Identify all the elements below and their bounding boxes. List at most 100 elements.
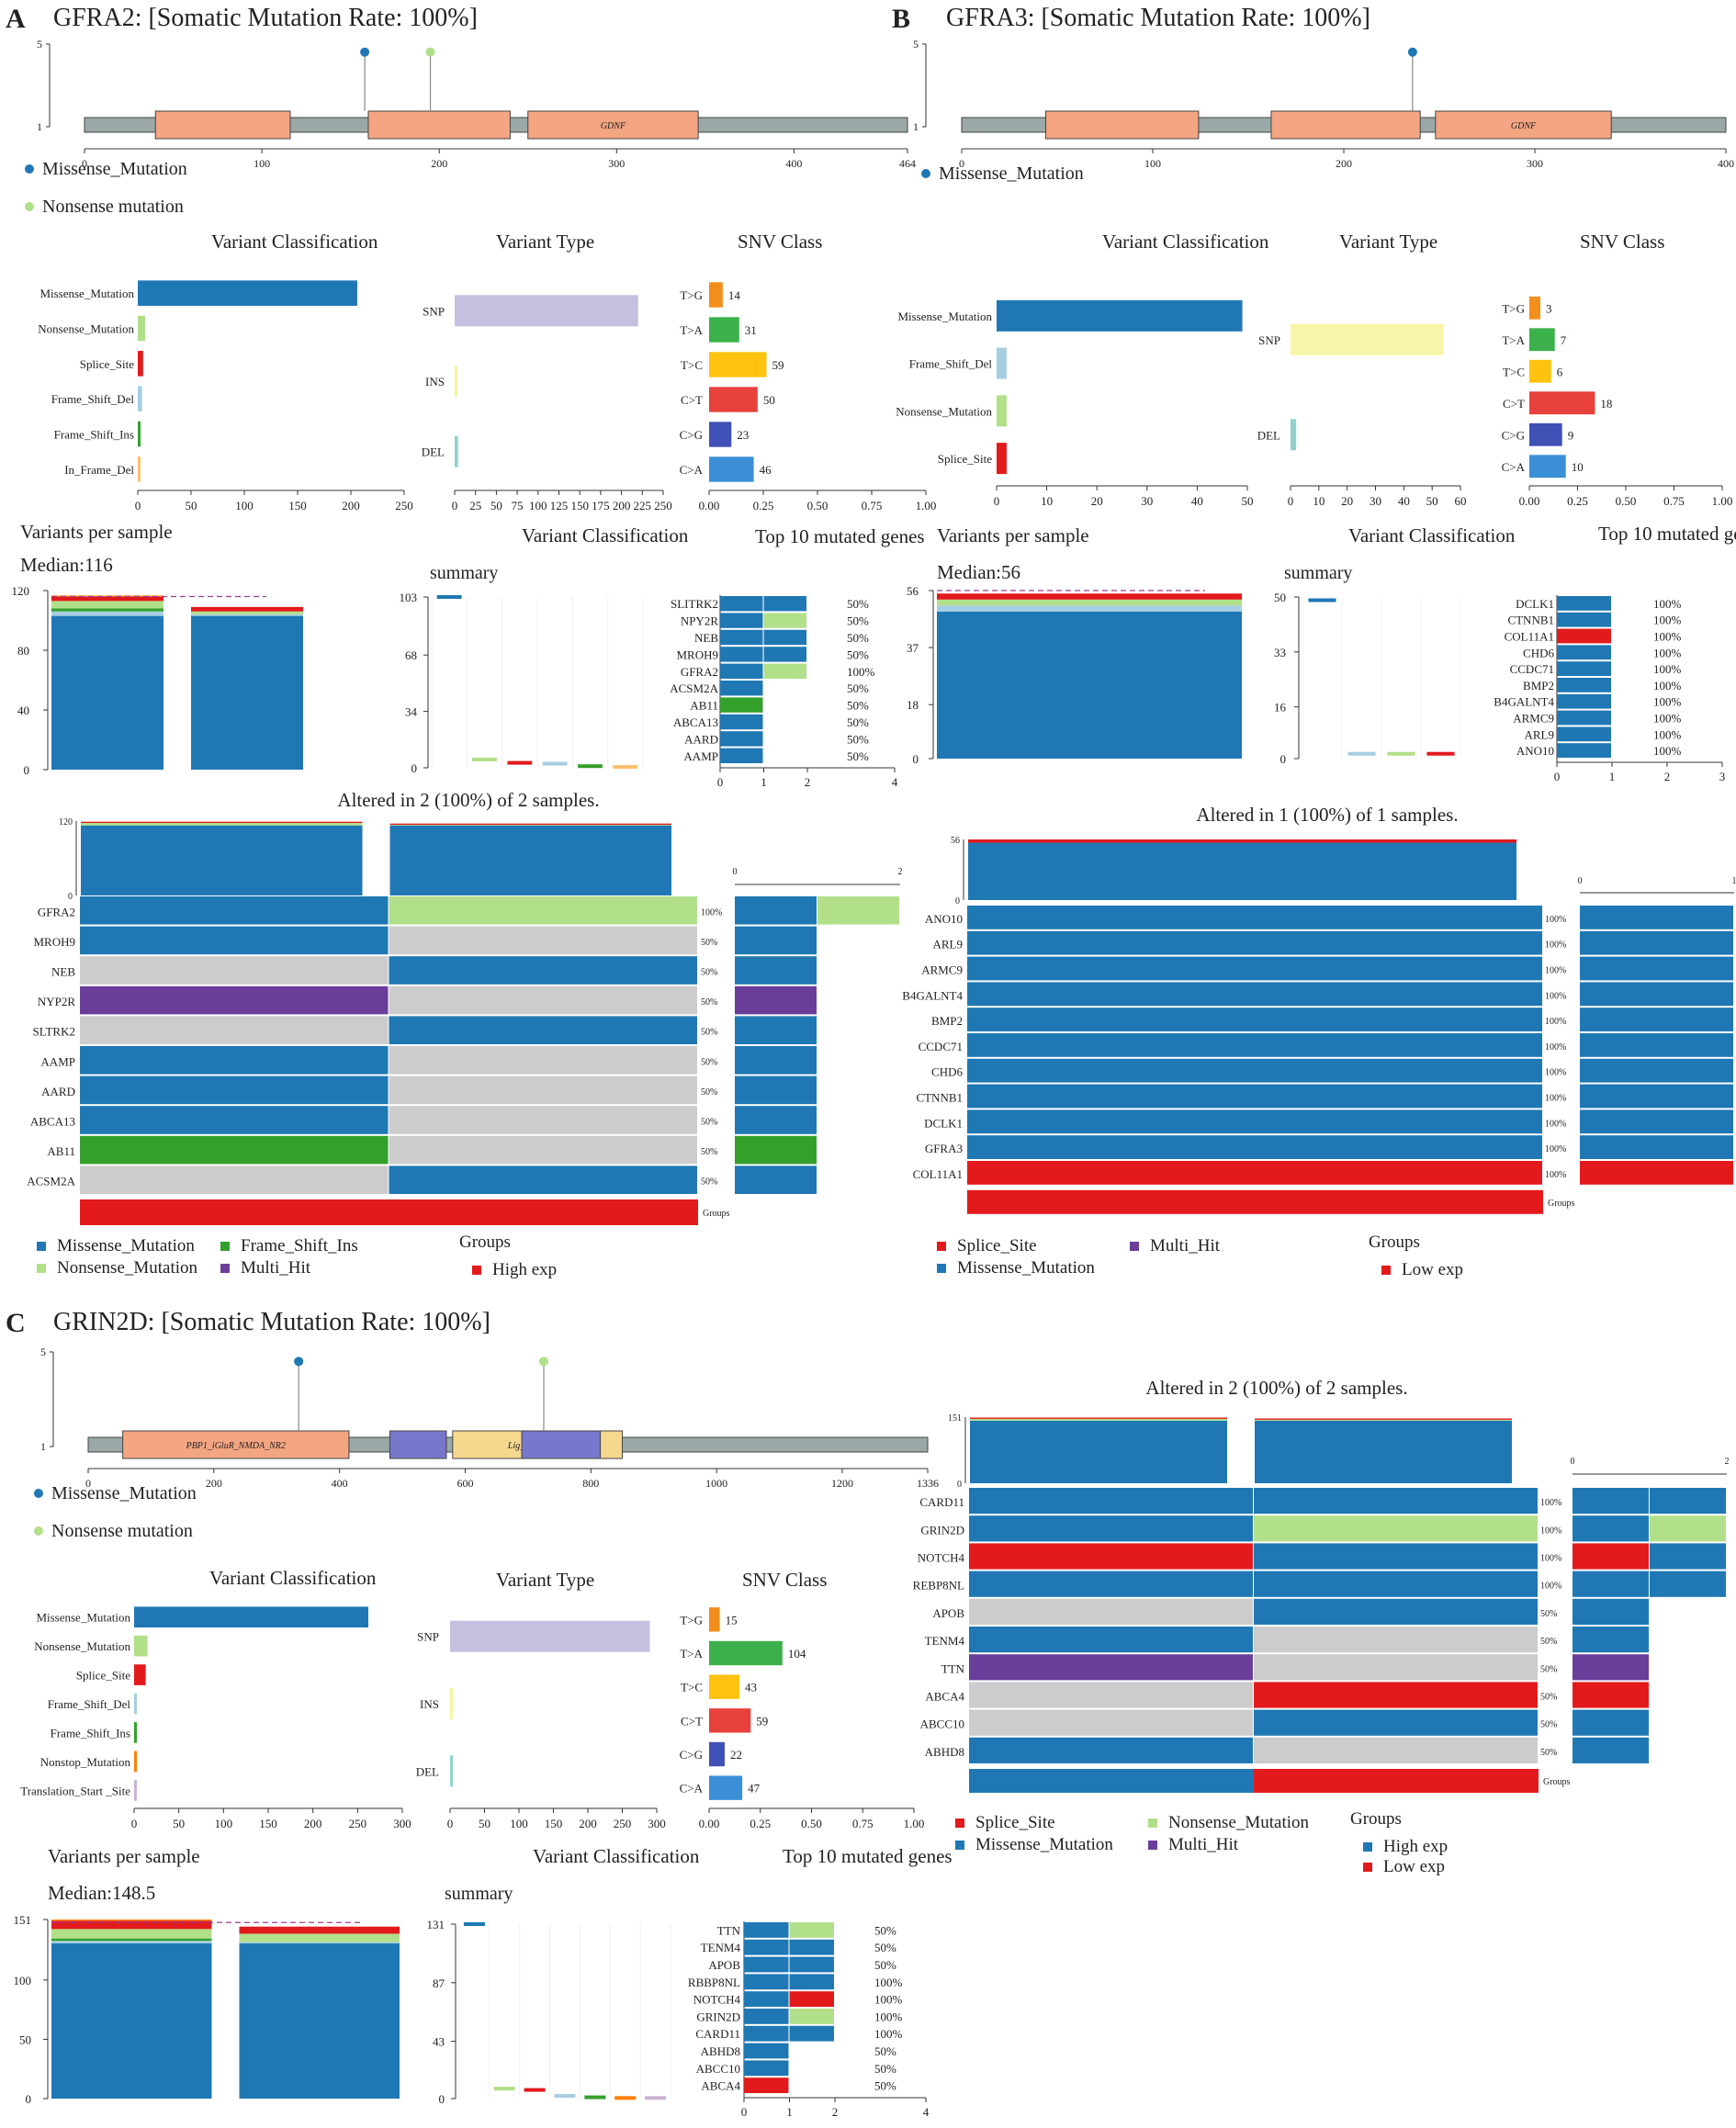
legend-groups-title: Groups — [1369, 1233, 1420, 1252]
oncoplot-pct-label: 50% — [701, 1028, 717, 1038]
data-label: 104 — [788, 1647, 806, 1661]
x-tick-label: 30 — [1141, 494, 1153, 508]
top10-bar-segment — [1557, 678, 1611, 692]
top10-pct-label: 50% — [847, 715, 869, 729]
oncoplot-gene-label: CARD11 — [919, 1495, 964, 1509]
vc-bar — [138, 386, 142, 411]
x-tick-label: 150 — [259, 1817, 277, 1830]
snv-bar — [709, 1708, 751, 1733]
oncoplot-cell — [80, 1106, 389, 1134]
legend-swatch — [37, 1242, 46, 1251]
legend-label: Splice_Site — [975, 1813, 1055, 1832]
vt-title: Variant Type — [1339, 231, 1437, 253]
side-tick-label: 1 — [1732, 876, 1736, 886]
top10-pct-label: 50% — [847, 749, 869, 763]
vc-bar — [138, 280, 357, 306]
vc-category-label: Frame_Shift_Del — [51, 392, 135, 406]
box-median — [463, 1922, 485, 1926]
legend-swatch — [37, 1264, 46, 1273]
top10-bar-segment — [720, 681, 763, 696]
oncoplot-gene-label: MROH9 — [33, 935, 75, 949]
vt-bar — [450, 1755, 453, 1787]
side-bar-segment — [1573, 1654, 1649, 1681]
x-tick-label: 20 — [1091, 494, 1103, 508]
legend-swatch — [1148, 1841, 1157, 1850]
oncoplot-cell — [969, 1598, 1253, 1625]
x-tick-label: 0 — [994, 494, 1000, 508]
oncoplot-pct-label: 100% — [1545, 1119, 1566, 1129]
top10-bar-segment — [720, 596, 763, 612]
vc-bar — [997, 443, 1007, 475]
legend-label: High exp — [492, 1260, 557, 1279]
x-tick-label: 250 — [349, 1817, 367, 1830]
data-label: 3 — [1546, 301, 1552, 315]
legend-label: Missense_Mutation — [975, 1835, 1113, 1854]
top10-gene-label: RBBP8NL — [688, 1976, 740, 1989]
x-tick-label: 300 — [608, 157, 625, 170]
x-tick-label: 250 — [395, 499, 413, 512]
tmb-zero-label: 0 — [68, 892, 73, 902]
snv-category-label: C>G — [680, 1748, 703, 1762]
oncoplot-pct-label: 100% — [1545, 1170, 1566, 1180]
vps-bar-segment — [191, 615, 303, 770]
snv-bar — [709, 317, 739, 343]
oncoplot-pct-label: 100% — [1545, 1144, 1566, 1154]
top10-pct-label: 100% — [1653, 695, 1682, 709]
top10-bar-segment — [1557, 596, 1611, 611]
domain-label: PBP1_iGluR_NMDA_NR2 — [186, 1441, 286, 1451]
oncoplot-pct-label: 100% — [701, 907, 722, 918]
oncoplot-cell — [967, 1084, 1542, 1109]
data-label: 43 — [745, 1681, 757, 1695]
box-median — [554, 2094, 576, 2099]
x-tick-label: 50 — [1426, 494, 1438, 508]
x-tick-label: 1.00 — [1712, 494, 1733, 508]
vc-category-label: Frame_Shift_Del — [909, 357, 993, 371]
x-tick-label: 0.00 — [1519, 494, 1540, 508]
top10-pct-label: 100% — [874, 1976, 903, 1989]
vc-category-label: Nonstop_Mutation — [40, 1755, 131, 1769]
oncoplot-pct-label: 100% — [1545, 966, 1566, 976]
snv-bar — [1529, 296, 1540, 320]
vc-bar — [134, 1751, 137, 1773]
vps-bar-segment — [937, 593, 1242, 600]
group-annotation — [389, 1199, 698, 1225]
oncoplot-cell — [1254, 1682, 1538, 1708]
vt-bar — [1291, 323, 1444, 355]
oncoplot-pct-label: 100% — [1545, 1094, 1566, 1104]
tmb-bar-segment — [81, 821, 363, 824]
snv-bar — [709, 1775, 743, 1800]
x-tick-label: 1200 — [831, 1477, 853, 1490]
vc-category-label: Frame_Shift_Ins — [51, 1726, 130, 1740]
top10-bar-segment — [789, 1922, 834, 1938]
data-label: 6 — [1557, 365, 1563, 378]
protein-domain — [521, 1430, 602, 1459]
y-tick-label: 151 — [14, 1913, 32, 1927]
oncoplot-gene-label: ARL9 — [933, 938, 964, 951]
legend-swatch — [955, 1818, 964, 1828]
top10-pct-label: 100% — [874, 2027, 903, 2041]
top10-title: Top 10 mutated genes — [1598, 523, 1736, 545]
lollipop-head — [538, 1357, 548, 1367]
y-tick-label: 0 — [913, 752, 919, 766]
top10-pct-label: 50% — [847, 597, 869, 611]
oncoplot-cell — [969, 1543, 1253, 1570]
oncoplot-cell — [389, 896, 697, 925]
vt-bar — [455, 366, 457, 397]
side-bar-segment — [735, 926, 817, 955]
side-bar-segment — [1573, 1709, 1649, 1736]
lollipop-title: GRIN2D: [Somatic Mutation Rate: 100%] — [53, 1308, 490, 1336]
oncoplot-pct-label: 50% — [701, 938, 717, 948]
vps-median-label: Median:116 — [20, 554, 113, 576]
snv-bar — [709, 422, 732, 447]
top10-pct-label: 100% — [847, 665, 875, 679]
legend-label: Frame_Shift_Ins — [241, 1236, 358, 1255]
group-annotation — [1254, 1769, 1539, 1793]
tmb-bar-segment — [970, 1418, 1227, 1421]
x-tick-label: 50 — [186, 499, 197, 512]
vc-title: Variant Classification — [209, 1567, 377, 1589]
x-tick-label: 50 — [479, 1817, 490, 1830]
legend-swatch — [220, 1242, 230, 1251]
legend-dot — [25, 202, 34, 211]
top10-pct-label: 50% — [847, 732, 869, 746]
top10-pct-label: 50% — [874, 1941, 896, 1954]
